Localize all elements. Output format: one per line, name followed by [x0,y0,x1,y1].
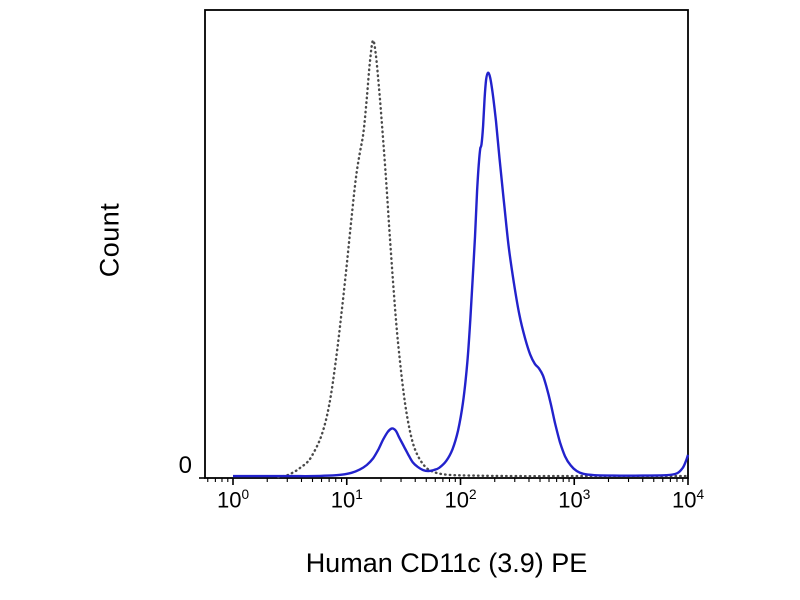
human-cd11c-pe-curve [233,71,690,478]
isotype-control-curve [277,39,690,479]
x-tick-label: 100 [216,487,250,513]
x-tick-label: 104 [671,487,705,513]
x-tick-label: 102 [444,487,477,513]
y-axis-zero-label: 0 [178,452,192,479]
x-axis-major-ticks [232,478,689,485]
x-axis-tick-labels: 100 101 102 103 104 [0,487,800,523]
x-axis-minor-ticks [207,478,684,482]
x-tick-label: 103 [558,487,591,513]
x-axis-title: Human CD11c (3.9) PE [305,548,588,578]
y-axis-label: Count [94,202,125,278]
plot-border [204,9,689,479]
x-tick-label: 101 [330,487,363,513]
